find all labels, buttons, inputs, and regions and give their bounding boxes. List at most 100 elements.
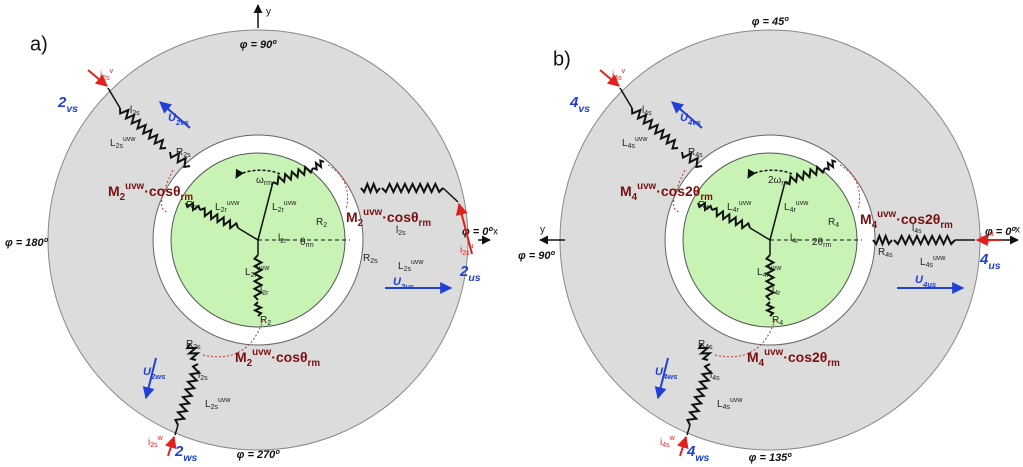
label-part: 2r (262, 290, 269, 297)
label-part: 4s (662, 442, 670, 449)
label-part: uvw (730, 397, 743, 404)
angle-label: φ = 90º (240, 39, 278, 51)
label-part: ·cosθ (144, 183, 180, 199)
label-part: rm (308, 358, 321, 369)
label-part: ·cos2θ (896, 211, 940, 227)
angle-label: φ = 45º (752, 16, 790, 28)
label-part: R (698, 339, 705, 350)
label-part: us (988, 260, 1000, 272)
label-part: M (108, 183, 120, 199)
label-part: 4s (723, 404, 731, 411)
label-part: M (346, 209, 358, 225)
label-part: 4r (733, 207, 740, 214)
label: 4us (979, 251, 1001, 272)
label-part: M (235, 349, 247, 365)
label: i2sw (148, 435, 164, 449)
label-part: rm (940, 220, 953, 231)
label-part: uvw (411, 259, 424, 266)
label-part: R (698, 200, 705, 211)
label-part: ω (256, 175, 264, 186)
axis-label: y (540, 225, 545, 236)
label-part: 2us (400, 282, 415, 291)
label-part: R (186, 200, 193, 211)
label-part: 2 (323, 222, 327, 229)
label-part: uvw (877, 209, 896, 220)
label-part: 2r (221, 207, 228, 214)
label-part: 4r (774, 290, 781, 297)
label-part: 4r (792, 238, 799, 245)
label-part: 2s (398, 230, 406, 237)
label-part: uvw (769, 265, 782, 272)
label-part: R (828, 217, 835, 228)
label-part: 2s (132, 110, 140, 117)
label-part: rm (306, 242, 314, 249)
label-part: ws (183, 452, 197, 464)
label-part: 4ws (662, 372, 678, 381)
panel-tag: b) (553, 48, 571, 70)
label-part: 2 (358, 218, 364, 229)
label-part: R (363, 253, 370, 264)
label-part: v (110, 68, 114, 75)
label-part: M (747, 349, 759, 365)
label-part: u (990, 231, 994, 238)
label-part: R (878, 247, 885, 258)
label-part: rm (264, 180, 272, 187)
label-part: 2s (462, 250, 470, 257)
label-part: 2s (193, 344, 201, 351)
label-part: w (157, 435, 164, 442)
label: 2vs (57, 94, 78, 115)
label-part: 4us (922, 280, 937, 289)
label-part: 4 (779, 320, 783, 327)
label: 4vs (569, 94, 590, 115)
axis-label: x (1015, 225, 1020, 236)
label-part: v (622, 68, 626, 75)
panel-tag: a) (30, 33, 48, 55)
label: i4sv (612, 68, 626, 82)
label-part: uvw (284, 200, 297, 207)
label-part: uvw (227, 200, 240, 207)
label-part: 2s (150, 442, 158, 449)
label-part: ·cos2θ (656, 183, 700, 199)
label-part: uvw (257, 265, 270, 272)
angle-label: φ = 270º (237, 449, 281, 461)
connector (680, 437, 686, 456)
label-part: vs (66, 103, 78, 115)
label-part: 4s (885, 252, 893, 259)
label-part: 2 (247, 358, 253, 369)
label-part: 2s (404, 266, 412, 273)
axis-label: y (266, 7, 271, 18)
label-part: uvw (252, 347, 271, 358)
label-part: uvw (123, 136, 136, 143)
label-part: 4r (763, 272, 770, 279)
label-part: ·cos2θ (783, 349, 827, 365)
label-part: 4s (914, 228, 922, 235)
label-part: ·cosθ (382, 209, 418, 225)
label-part: 4r (790, 207, 797, 214)
label-part: 4s (628, 143, 636, 150)
figure: yxa)φ = 90ºφ = 180ºφ = 0ºφ = 270ºi2sv2vs… (0, 0, 1023, 467)
label-part: 2 (120, 192, 126, 203)
label-part: 4 (835, 222, 839, 229)
label-part: uvw (218, 397, 231, 404)
label-part: 4s (644, 110, 652, 117)
label-part: 4s (926, 262, 934, 269)
label-part: 4vs (687, 118, 702, 127)
label-part: 4 (759, 358, 765, 369)
label-part: rm (781, 180, 789, 187)
label-part: 2s (370, 258, 378, 265)
label-part: uvw (739, 200, 752, 207)
label-part: R (260, 315, 267, 326)
label-part: 2θ (812, 237, 824, 248)
label-part: 2s (116, 143, 124, 150)
axis-label: x (493, 227, 498, 238)
label-part: 4s (705, 344, 713, 351)
label-part: 4s (982, 238, 990, 245)
label-part: 4s (695, 152, 703, 159)
label-part: 4s (614, 75, 622, 82)
label: 2ws (174, 443, 198, 464)
label-part: R (176, 147, 183, 158)
label-part: ·cosθ (271, 349, 307, 365)
label-part: us (468, 272, 480, 284)
label-part: R (316, 217, 323, 228)
label-part: 2s (183, 152, 191, 159)
